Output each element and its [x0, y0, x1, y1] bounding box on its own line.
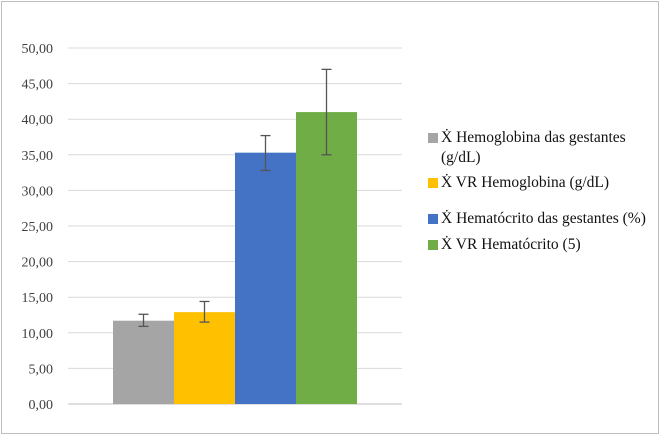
y-tick-label: 20,00	[22, 256, 54, 271]
legend-item-hemoglobina-gestantes: Ẋ Hemoglobina das gestantes (g/dL)	[428, 128, 660, 168]
legend-swatch-gray	[428, 133, 438, 143]
legend-label: Ẋ Hematócrito das gestantes (%)	[441, 210, 646, 227]
bar	[235, 152, 296, 404]
y-tick-label: 10,00	[22, 327, 54, 342]
bar	[174, 312, 235, 404]
y-tick-label: 45,00	[22, 78, 54, 93]
legend-swatch-yellow	[428, 178, 438, 188]
legend-item-hematocrito-gestantes: Ẋ Hematócrito das gestantes (%)	[428, 209, 660, 229]
y-tick-label: 25,00	[22, 220, 54, 235]
y-tick-label: 5,00	[29, 362, 54, 377]
bar	[296, 112, 357, 404]
legend-item-vr-hemoglobina: Ẋ VR Hemoglobina (g/dL)	[428, 173, 660, 193]
legend-swatch-blue	[428, 214, 438, 224]
legend-label: Ẋ Hemoglobina das gestantes (g/dL)	[441, 129, 626, 166]
bar	[113, 320, 174, 404]
y-tick-label: 50,00	[22, 42, 54, 57]
legend-label: Ẋ VR Hemoglobina (g/dL)	[441, 174, 610, 191]
y-tick-label: 15,00	[22, 291, 54, 306]
y-tick-label: 30,00	[22, 184, 54, 199]
y-tick-label: 35,00	[22, 149, 54, 164]
legend: Ẋ Hemoglobina das gestantes (g/dL) Ẋ VR …	[428, 128, 660, 255]
y-tick-label: 0,00	[29, 398, 54, 413]
legend-item-vr-hematocrito: Ẋ VR Hematócrito (5)	[428, 235, 660, 255]
legend-label: Ẋ VR Hematócrito (5)	[441, 236, 581, 253]
legend-swatch-green	[428, 240, 438, 250]
y-tick-label: 40,00	[22, 113, 54, 128]
